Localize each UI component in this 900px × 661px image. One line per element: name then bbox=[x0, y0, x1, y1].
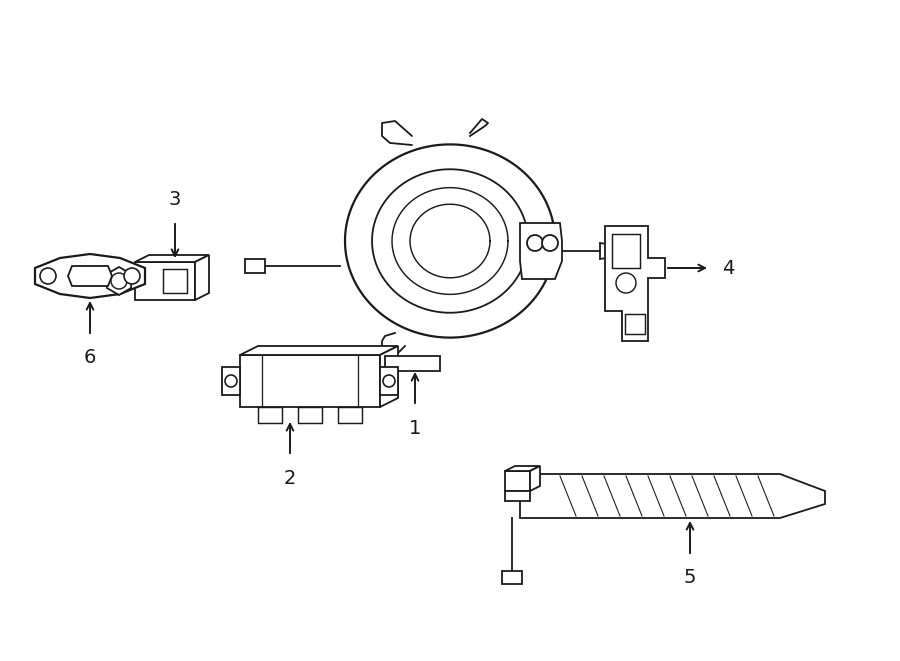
Text: 5: 5 bbox=[684, 568, 697, 587]
Polygon shape bbox=[222, 367, 240, 395]
Polygon shape bbox=[135, 262, 195, 300]
Polygon shape bbox=[530, 466, 540, 491]
Polygon shape bbox=[625, 314, 645, 334]
Text: 2: 2 bbox=[284, 469, 296, 488]
Polygon shape bbox=[245, 259, 265, 273]
Polygon shape bbox=[338, 407, 362, 423]
Text: 6: 6 bbox=[84, 348, 96, 367]
Text: 1: 1 bbox=[409, 419, 421, 438]
Polygon shape bbox=[600, 243, 620, 259]
Text: 4: 4 bbox=[722, 258, 734, 278]
Polygon shape bbox=[68, 266, 112, 286]
Circle shape bbox=[383, 375, 395, 387]
Polygon shape bbox=[520, 223, 562, 279]
Circle shape bbox=[542, 235, 558, 251]
Polygon shape bbox=[505, 471, 530, 491]
Circle shape bbox=[40, 268, 56, 284]
Text: 3: 3 bbox=[169, 190, 181, 209]
Circle shape bbox=[225, 375, 237, 387]
Polygon shape bbox=[505, 491, 530, 501]
Polygon shape bbox=[298, 407, 322, 423]
Circle shape bbox=[616, 273, 636, 293]
Polygon shape bbox=[505, 466, 540, 471]
Polygon shape bbox=[258, 407, 282, 423]
Polygon shape bbox=[520, 474, 825, 518]
Polygon shape bbox=[35, 254, 145, 298]
Polygon shape bbox=[502, 571, 522, 584]
Polygon shape bbox=[380, 346, 398, 407]
Polygon shape bbox=[135, 255, 209, 262]
Polygon shape bbox=[163, 269, 187, 293]
Polygon shape bbox=[385, 356, 440, 371]
Polygon shape bbox=[240, 346, 398, 355]
Polygon shape bbox=[612, 234, 640, 268]
Circle shape bbox=[527, 235, 543, 251]
Polygon shape bbox=[195, 255, 209, 300]
Polygon shape bbox=[107, 267, 131, 295]
Circle shape bbox=[111, 273, 127, 289]
Polygon shape bbox=[240, 355, 380, 407]
Circle shape bbox=[124, 268, 140, 284]
Polygon shape bbox=[380, 367, 398, 395]
Polygon shape bbox=[605, 226, 665, 341]
